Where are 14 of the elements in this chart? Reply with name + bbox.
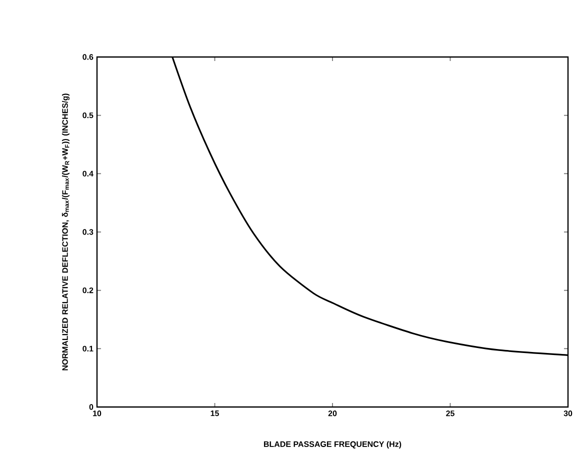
y-tick-label: 0.4 — [82, 170, 94, 176]
y-tick-label: 0.6 — [82, 54, 94, 60]
y-tick-label: 0.3 — [82, 229, 94, 235]
x-tick-label: 10 — [93, 410, 102, 416]
x-tick-label: 30 — [564, 410, 572, 416]
x-tick-label: 25 — [446, 410, 454, 416]
y-tick-label: 0.1 — [82, 346, 94, 352]
x-axis-title: BLADE PASSAGE FREQUENCY (Hz) — [264, 441, 402, 449]
y-tick-label: 0.5 — [82, 112, 94, 118]
text: NORMALIZED RELATIVE DEFLECTION, δ$_{max}$/(F$_{max}$/(W$_{R}$+W$_{F}$)) (INCHES/g) — [62, 94, 70, 370]
y-tick-label: 0.2 — [82, 288, 94, 294]
x-tick-label: 20 — [328, 410, 337, 416]
x-tick-label: 15 — [210, 410, 219, 416]
y-tick-label: 0 — [89, 404, 94, 410]
